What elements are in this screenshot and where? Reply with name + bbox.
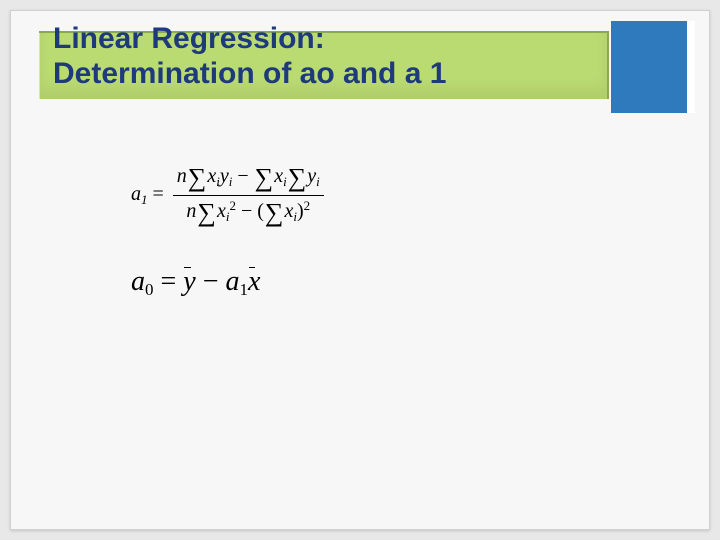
- a0-a-sub: 1: [240, 280, 249, 299]
- title-line-1: Linear Regression:: [53, 22, 325, 55]
- a1-fraction: n∑xiyi − ∑xi∑yi n∑xi2 − (∑xi)2: [173, 161, 324, 230]
- a1-var: a: [131, 183, 141, 205]
- sigma-icon: ∑: [264, 196, 285, 230]
- den-x2: x: [217, 200, 226, 222]
- a0-sub: 0: [145, 280, 154, 299]
- den-n: n: [186, 200, 196, 222]
- slide-title: Linear Regression: Determination of ao a…: [53, 21, 613, 92]
- a0-var: a: [131, 266, 145, 297]
- x-bar: x: [248, 266, 260, 298]
- num-minus: −: [232, 165, 253, 187]
- a1-eq: =: [148, 183, 164, 205]
- a0-eq: =: [154, 266, 184, 297]
- a1-numerator: n∑xiyi − ∑xi∑yi: [173, 161, 324, 196]
- num-x2: x: [274, 165, 283, 187]
- den-minus: − (: [236, 200, 264, 222]
- num-x: x: [207, 165, 216, 187]
- num-y: y: [220, 165, 229, 187]
- sigma-icon: ∑: [187, 161, 208, 195]
- corner-accent-box: [611, 21, 687, 113]
- num-y2: y: [307, 165, 316, 187]
- formula-a1: a1 = n∑xiyi − ∑xi∑yi n∑xi2 − (∑xi)2: [131, 161, 491, 230]
- a0-a: a: [226, 266, 240, 297]
- y-bar: y: [183, 266, 195, 298]
- a0-minus: −: [196, 266, 226, 297]
- title-line-2: Determination of ao and a 1: [53, 57, 446, 90]
- den-close-sup: 2: [304, 198, 311, 213]
- den-close: ): [297, 200, 304, 222]
- formula-a0: a0 = y − a1x: [131, 266, 491, 300]
- formula-area: a1 = n∑xiyi − ∑xi∑yi n∑xi2 − (∑xi)2 a0 =…: [131, 161, 491, 300]
- sigma-icon: ∑: [196, 196, 217, 230]
- a1-denominator: n∑xi2 − (∑xi)2: [173, 196, 324, 230]
- den-x: x: [284, 200, 293, 222]
- sigma-icon: ∑: [254, 161, 275, 195]
- num-y2-sub: i: [316, 174, 320, 189]
- slide: Linear Regression: Determination of ao a…: [10, 10, 710, 530]
- sigma-icon: ∑: [287, 161, 308, 195]
- num-n: n: [177, 165, 187, 187]
